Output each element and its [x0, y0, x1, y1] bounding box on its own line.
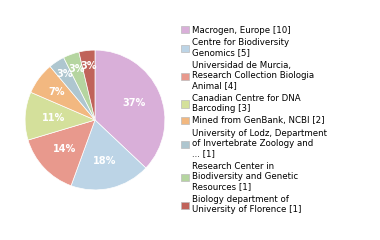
Text: 3%: 3% [81, 61, 97, 71]
Wedge shape [50, 58, 95, 120]
Text: 37%: 37% [122, 98, 145, 108]
Text: 14%: 14% [53, 144, 76, 154]
Text: 3%: 3% [68, 64, 85, 74]
Wedge shape [71, 120, 146, 190]
Wedge shape [25, 92, 95, 140]
Wedge shape [31, 66, 95, 120]
Wedge shape [28, 120, 95, 186]
Text: 7%: 7% [49, 87, 65, 97]
Wedge shape [63, 52, 95, 120]
Text: 18%: 18% [93, 156, 116, 166]
Wedge shape [95, 50, 165, 168]
Text: 3%: 3% [57, 69, 73, 79]
Legend: Macrogen, Europe [10], Centre for Biodiversity
Genomics [5], Universidad de Murc: Macrogen, Europe [10], Centre for Biodiv… [181, 26, 327, 214]
Text: 11%: 11% [41, 113, 65, 123]
Wedge shape [79, 50, 95, 120]
